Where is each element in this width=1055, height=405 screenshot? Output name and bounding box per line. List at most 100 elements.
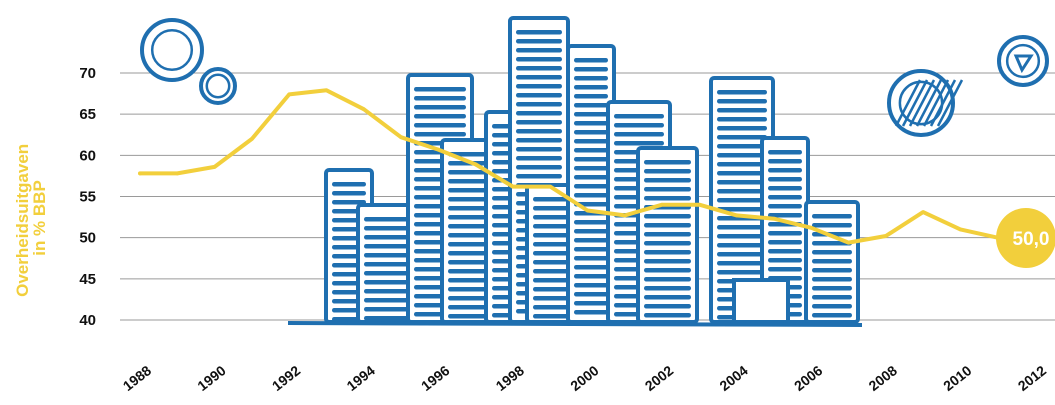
banknote-stripe <box>414 114 466 119</box>
banknote-stripe <box>644 286 691 291</box>
banknote-stripe <box>644 160 691 165</box>
banknote-stripe <box>768 150 802 155</box>
x-tick-label: 2010 <box>940 362 975 394</box>
banknote-stripe <box>717 243 767 248</box>
banknote-stripe <box>414 105 466 110</box>
banknote-stripe <box>516 129 562 134</box>
data-point <box>846 240 851 245</box>
banknote-stripe <box>364 244 416 249</box>
banknote-stripe <box>364 226 416 231</box>
banknote-stripe <box>644 187 691 192</box>
banknote-stripe <box>574 121 608 126</box>
coin-hatch <box>901 79 929 127</box>
banknote-stripe <box>574 76 608 81</box>
banknote-stripe <box>717 126 767 131</box>
banknote-stripe <box>717 252 767 257</box>
x-tick-label: 2004 <box>716 362 751 394</box>
banknote-stripe <box>364 316 416 321</box>
banknote-stripe <box>644 277 691 282</box>
banknote-stripe <box>574 193 608 198</box>
data-point <box>175 171 180 176</box>
banknote-stripe <box>574 157 608 162</box>
banknote-stripe <box>768 168 802 173</box>
y-axis-label-line-1: Overheidsuitgaven <box>13 144 32 297</box>
end-value-label: 50,0 <box>1013 229 1050 250</box>
banknote-stripe <box>644 295 691 300</box>
banknote-stripe <box>364 217 416 222</box>
banknote-stripe <box>768 186 802 191</box>
banknote-stripe <box>516 102 562 107</box>
x-tick-label: 2002 <box>642 362 677 394</box>
banknote-stripe <box>364 298 416 303</box>
banknote-stripe <box>364 289 416 294</box>
banknote-stripe <box>644 304 691 309</box>
banknote-stripe <box>768 177 802 182</box>
banknote-stripe <box>516 156 562 161</box>
coin-ring <box>1005 43 1041 79</box>
banknote-stripe <box>644 250 691 255</box>
banknote-stripe <box>516 39 562 44</box>
banknote-stripe <box>812 223 852 228</box>
data-point <box>361 107 366 112</box>
banknote-stripe <box>574 301 608 306</box>
banknote-stripe <box>717 261 767 266</box>
banknote-stripe <box>644 223 691 228</box>
y-axis-label-line-2: in % BBP <box>30 180 49 256</box>
x-tick-label: 1988 <box>120 362 155 394</box>
coin-mark <box>1013 54 1034 74</box>
banknote-stripe <box>717 99 767 104</box>
banknote-stripe <box>414 132 466 137</box>
x-tick-label: 1998 <box>493 362 528 394</box>
banknote-stripe <box>717 144 767 149</box>
banknote-stripe <box>717 270 767 275</box>
banknote-stripe <box>516 30 562 35</box>
banknote-stripe <box>644 313 691 318</box>
coin-hatch <box>929 79 957 127</box>
banknote-stripe <box>574 130 608 135</box>
data-point <box>809 225 814 230</box>
banknote-stripe <box>768 204 802 209</box>
banknote-stripe <box>574 112 608 117</box>
banknote-stripe <box>614 141 664 146</box>
data-point <box>511 184 515 189</box>
y-tick-label: 65 <box>79 106 96 123</box>
banknote-stripe <box>516 66 562 71</box>
banknote-stripe <box>644 178 691 183</box>
y-axis-label: Overheidsuitgaven in % BBP <box>13 139 49 297</box>
coin-hatch <box>915 79 943 127</box>
banknote-stripe <box>644 259 691 264</box>
banknote-stripe <box>644 232 691 237</box>
banknote-stripe <box>574 94 608 99</box>
y-tick-label: 50 <box>79 230 96 247</box>
banknote-stripe <box>717 198 767 203</box>
coin-hatch <box>894 79 922 127</box>
banknote-stripe <box>717 135 767 140</box>
coin-ring <box>150 28 194 72</box>
data-point <box>212 165 217 169</box>
data-point <box>958 227 963 232</box>
x-tick-label: 1992 <box>269 362 304 394</box>
banknote-stripe <box>812 259 852 264</box>
banknote-stripe <box>574 175 608 180</box>
x-tick-label: 2008 <box>866 362 901 394</box>
banknote-stripe <box>768 231 802 236</box>
banknote-stripe <box>768 195 802 200</box>
y-tick-label: 70 <box>79 65 96 82</box>
banknote-stripe <box>414 123 466 128</box>
banknote-stripe <box>574 184 608 189</box>
banknote-stripe <box>516 111 562 116</box>
banknote-stripe <box>768 258 802 263</box>
data-point <box>138 171 142 176</box>
banknote-stripe <box>574 229 608 234</box>
banknote-stripe <box>574 292 608 297</box>
banknote-stripe <box>717 171 767 176</box>
data-point <box>660 202 664 207</box>
banknote-stripe <box>332 182 366 187</box>
banknote-stripe <box>574 148 608 153</box>
x-axis-ticks: 1988 1990 1992 1994 1996 1998 2000 2002 2004 2006… <box>120 362 1050 394</box>
banknote-stripe <box>812 286 852 291</box>
banknote-stripe <box>574 220 608 225</box>
y-tick-label: 60 <box>79 147 96 164</box>
series-layer <box>138 88 1000 245</box>
banknote-stripe <box>768 267 802 272</box>
